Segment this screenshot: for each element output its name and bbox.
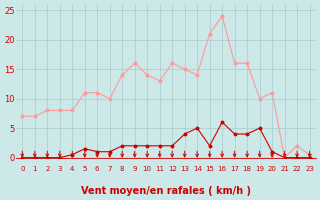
X-axis label: Vent moyen/en rafales ( km/h ): Vent moyen/en rafales ( km/h ) — [81, 186, 251, 196]
